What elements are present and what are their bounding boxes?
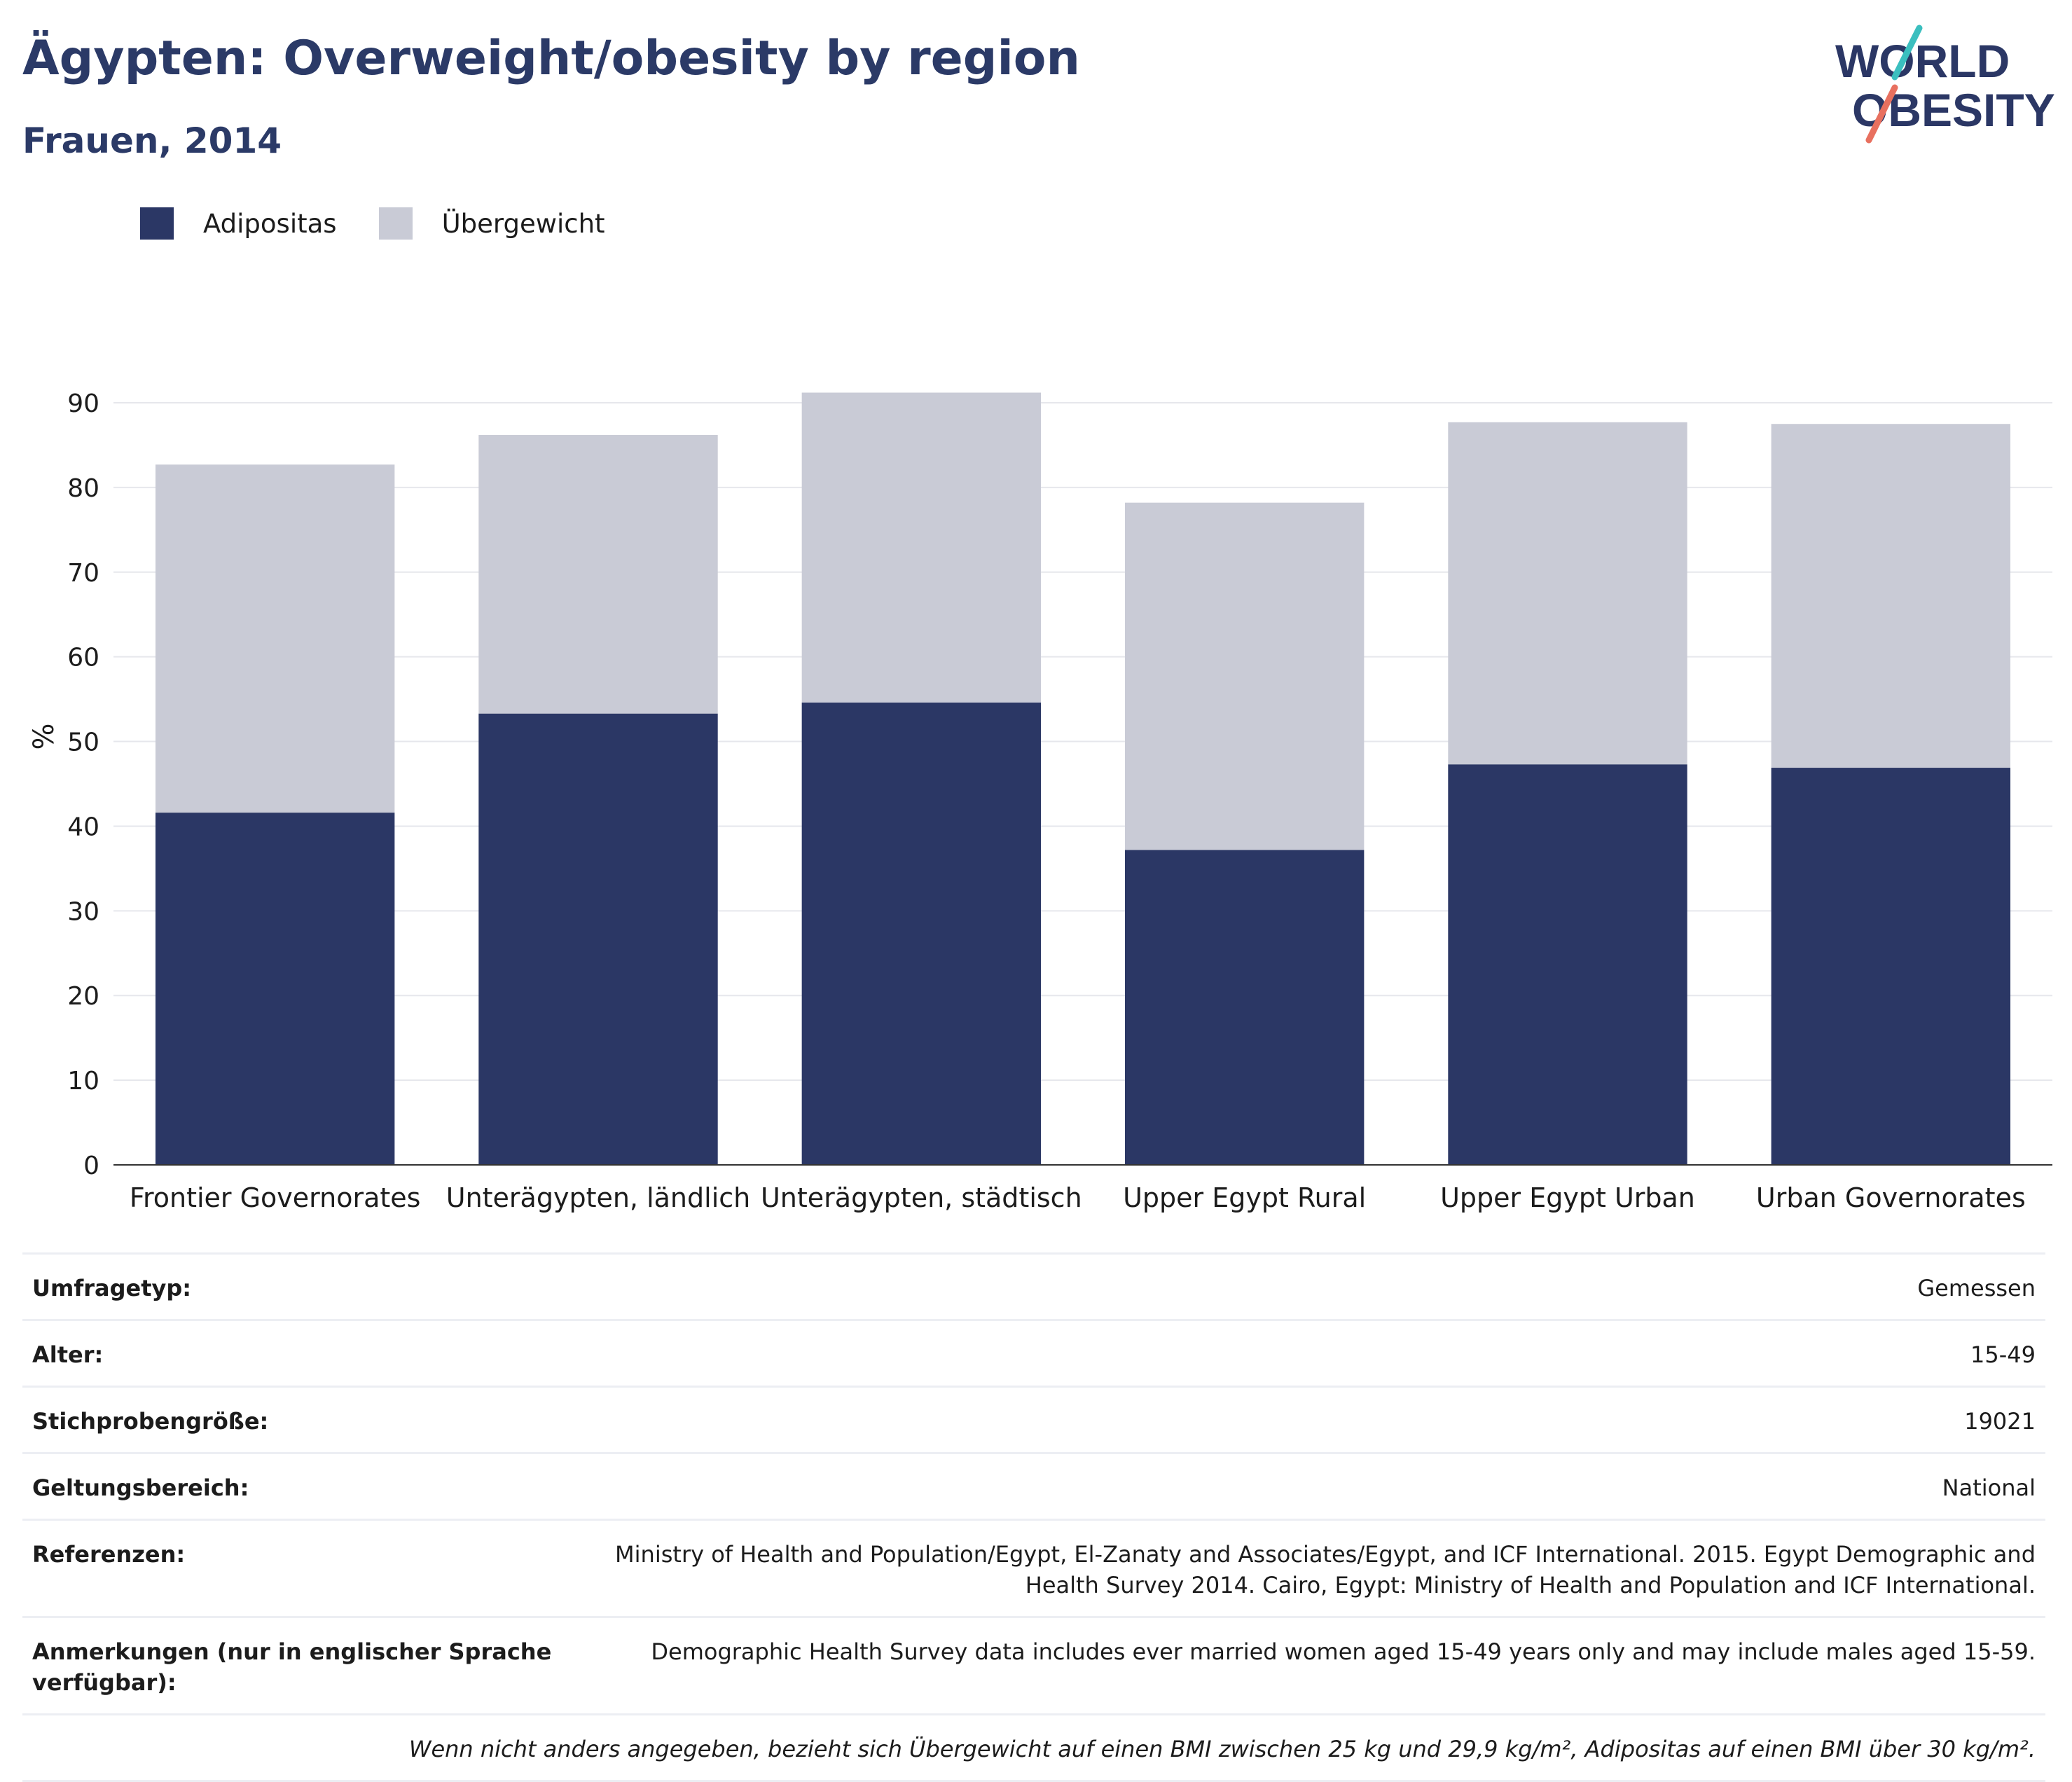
y-tick-label: 0 [83, 1152, 99, 1180]
meta-row-notes: Anmerkungen (nur in englischer Sprache v… [22, 1616, 2045, 1713]
meta-row-survey-type: Umfragetyp: Gemessen [22, 1252, 2045, 1319]
meta-value: Ministry of Health and Population/Egypt,… [615, 1541, 2036, 1598]
y-tick-label: 90 [67, 389, 99, 418]
meta-key: Referenzen: [32, 1541, 186, 1568]
logo-line1: WORLD [1835, 35, 2010, 87]
meta-key: Alter: [32, 1341, 104, 1368]
bar-adipositas[interactable] [1124, 850, 1365, 1165]
meta-key: Geltungsbereich: [32, 1474, 249, 1501]
y-tick-label: 70 [67, 559, 99, 588]
bar-uebergewicht[interactable] [1124, 502, 1365, 850]
y-tick-label: 40 [67, 813, 99, 841]
world-obesity-logo: WORLD OBESITY [1835, 25, 2055, 144]
bar-uebergewicht[interactable] [1448, 422, 1687, 765]
x-tick-label: Frontier Governorates [130, 1182, 421, 1213]
bar-adipositas[interactable] [155, 813, 395, 1165]
legend-item-adipositas[interactable]: Adipositas [140, 207, 337, 240]
meta-row-footnote: Wenn nicht anders angegeben, bezieht sic… [22, 1713, 2045, 1782]
meta-value: Demographic Health Survey data includes … [651, 1638, 2036, 1665]
bar-adipositas[interactable] [1448, 764, 1687, 1165]
meta-row-age: Alter: 15-49 [22, 1319, 2045, 1386]
bar-uebergewicht[interactable] [1771, 424, 2011, 768]
y-tick-label: 20 [67, 982, 99, 1011]
meta-key: Stichprobengröße: [32, 1408, 269, 1435]
bar-adipositas[interactable] [1771, 768, 2011, 1165]
bar-uebergewicht[interactable] [801, 392, 1042, 703]
chart-title: Ägypten: Overweight/obesity by region [22, 31, 1080, 86]
bar-uebergewicht[interactable] [478, 434, 718, 714]
x-tick-label: Upper Egypt Urban [1440, 1182, 1695, 1213]
legend-label-uebergewicht: Übergewicht [441, 208, 605, 239]
meta-value: Gemessen [1917, 1275, 2036, 1301]
meta-row-scope: Geltungsbereich: National [22, 1452, 2045, 1519]
meta-row-sample-size: Stichprobengröße: 19021 [22, 1386, 2045, 1452]
bar-uebergewicht[interactable] [155, 464, 395, 813]
y-tick-label: 10 [67, 1067, 99, 1096]
chart-legend: Adipositas Übergewicht [140, 207, 647, 240]
y-tick-label: 60 [67, 644, 99, 672]
x-tick-label: Unterägypten, ländlich [446, 1182, 750, 1213]
logo-slash-teal [1891, 25, 1923, 81]
legend-swatch-uebergewicht [378, 207, 413, 240]
y-tick-label: 30 [67, 897, 99, 926]
x-tick-label: Unterägypten, städtisch [761, 1182, 1082, 1213]
meta-key: Anmerkungen (nur in englischer Sprache v… [32, 1638, 552, 1696]
bmi-footnote: Wenn nicht anders angegeben, bezieht sic… [408, 1736, 2036, 1762]
legend-label-adipositas: Adipositas [203, 208, 337, 239]
x-tick-label: Urban Governorates [1756, 1182, 2026, 1213]
meta-value: 15-49 [1970, 1341, 2036, 1368]
legend-swatch-adipositas [140, 207, 174, 240]
meta-key: Umfragetyp: [32, 1275, 192, 1301]
bar-adipositas[interactable] [478, 713, 718, 1165]
meta-row-references: Referenzen: Ministry of Health and Popul… [22, 1519, 2045, 1616]
legend-item-uebergewicht[interactable]: Übergewicht [378, 207, 605, 240]
y-tick-label: 50 [67, 728, 99, 757]
meta-value: National [1942, 1474, 2036, 1501]
x-tick-label: Upper Egypt Rural [1123, 1182, 1366, 1213]
logo-slash-coral [1865, 84, 1898, 144]
chart-subtitle: Frauen, 2014 [22, 120, 282, 161]
stacked-bar-chart: 0 10 20 30 40 50 60 70 80 90% Frontier Governorate… [28, 389, 2052, 1213]
bar-adipositas[interactable] [801, 702, 1042, 1165]
y-tick-label: 80 [67, 474, 99, 503]
gridlines [113, 402, 2052, 1082]
metadata-table: Umfragetyp: Gemessen Alter: 15-49 Stichp… [22, 1252, 2045, 1782]
bars [155, 392, 2011, 1165]
y-axis-label: % [28, 723, 60, 750]
axes: 0 10 20 30 40 50 60 70 80 90% Frontier Governorate… [28, 389, 2052, 1213]
meta-value: 19021 [1964, 1408, 2036, 1435]
